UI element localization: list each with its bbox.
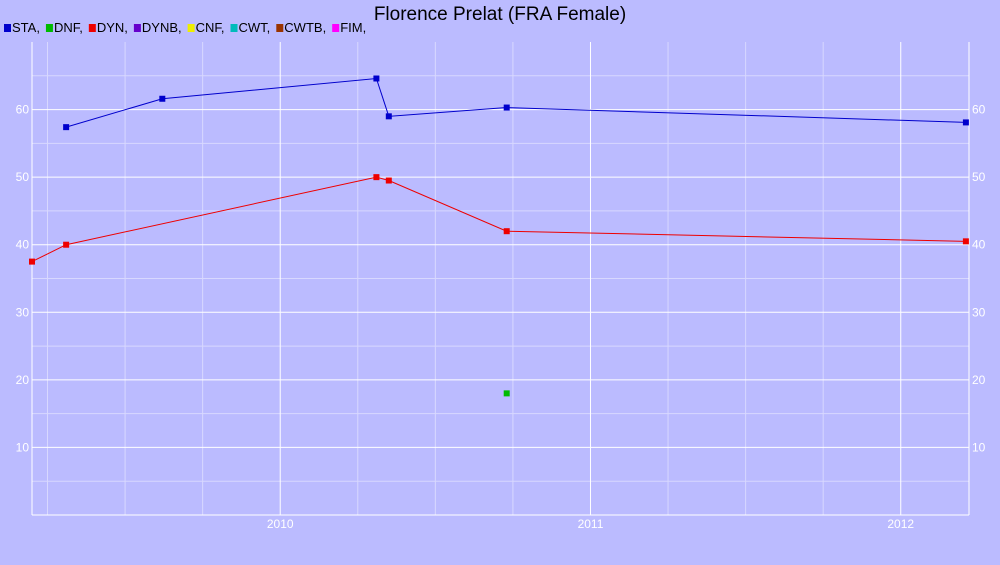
data-point-sta — [373, 75, 380, 82]
data-point-dyn — [29, 258, 35, 265]
y-tick-label-right: 20 — [972, 373, 986, 387]
x-tick-label: 2012 — [887, 517, 914, 531]
series-line-sta — [65, 77, 966, 128]
y-tick-label-right: 40 — [972, 238, 986, 252]
data-point-sta — [159, 95, 166, 102]
y-tick-label-right: 50 — [972, 170, 986, 184]
data-point-sta — [962, 119, 969, 126]
y-tick-label-left: 10 — [16, 440, 30, 454]
legend-swatch — [133, 24, 141, 32]
legend-label: DNF, — [54, 20, 83, 35]
y-axis-left: 10 20 30 40 50 60 — [16, 103, 30, 455]
series-line-dyn — [31, 176, 966, 263]
series-points — [29, 75, 969, 397]
data-point-dyn — [63, 241, 70, 248]
legend-swatch — [187, 24, 195, 32]
data-point-sta — [385, 113, 392, 120]
y-tick-label-left: 50 — [16, 170, 30, 184]
y-tick-label-right: 60 — [972, 103, 986, 117]
y-tick-label-left: 20 — [16, 373, 30, 387]
y-tick-label-left: 30 — [16, 305, 30, 319]
y-tick-label-left: 40 — [16, 238, 30, 252]
chart-title: Florence Prelat (FRA Female) — [374, 4, 626, 25]
y-tick-label-left: 60 — [16, 103, 30, 117]
legend-swatch — [276, 24, 284, 32]
legend-label: DYNB, — [142, 20, 182, 35]
legend-label: STA, — [12, 20, 40, 35]
data-point-dyn — [503, 228, 510, 235]
minor-grid — [32, 42, 969, 515]
legend-swatch — [4, 24, 11, 32]
data-point-sta — [503, 104, 510, 111]
legend-swatch — [45, 24, 53, 32]
data-point-sta — [63, 124, 70, 131]
major-grid — [32, 42, 969, 515]
legend-label: FIM, — [340, 20, 366, 35]
legend-label: DYN, — [97, 20, 128, 35]
legend: STA, DNF, DYN, DYNB, CNF, CWT, CWTB, FIM, — [4, 20, 366, 35]
x-tick-label: 2011 — [578, 517, 604, 531]
data-point-dyn — [385, 177, 392, 184]
x-axis: 2010 2011 2012 — [267, 517, 915, 531]
data-point-dyn — [962, 238, 969, 245]
legend-swatch — [88, 24, 96, 32]
y-tick-label-right: 30 — [972, 305, 986, 319]
plot-frame — [31, 42, 970, 516]
y-tick-label-right: 10 — [972, 440, 986, 454]
legend-label: CWTB, — [284, 20, 326, 35]
y-axis-right: 10 20 30 40 50 60 — [972, 103, 986, 455]
legend-swatch — [332, 24, 340, 32]
data-point-dyn — [373, 174, 380, 181]
series-lines — [31, 77, 966, 263]
legend-label: CWT, — [239, 20, 271, 35]
legend-label: CNF, — [196, 20, 225, 35]
legend-swatch — [230, 24, 238, 32]
x-tick-label: 2010 — [267, 517, 294, 531]
data-point-dnf — [503, 390, 510, 397]
